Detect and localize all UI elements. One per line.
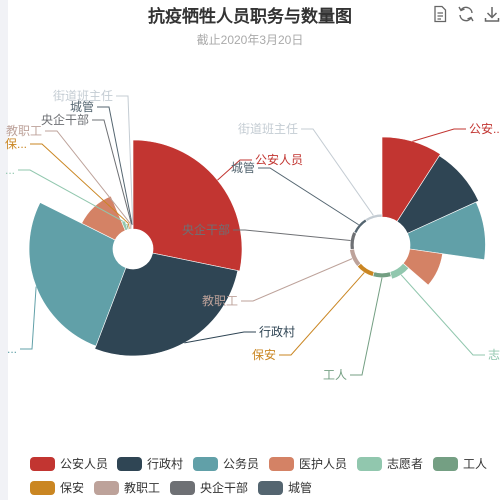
leader-line-志愿者 [18, 169, 124, 222]
legend-swatch [258, 481, 283, 495]
legend-swatch [30, 457, 55, 471]
leader-line-教职工 [241, 258, 353, 302]
leader-line-保安 [30, 143, 129, 224]
slice-行政村[interactable] [396, 155, 479, 234]
slice-label-城管: 城管 [231, 160, 255, 175]
leader-line-教职工 [45, 130, 131, 224]
legend-swatch [30, 481, 55, 495]
leader-line-城管 [97, 106, 133, 226]
slice-label-教职工: 教职工 [202, 293, 238, 308]
rose-charts: 公安人员行政村......保...教职工央企干部城管街道班主任公安...志...… [5, 89, 500, 382]
slice-label-工人: 工人 [323, 368, 347, 382]
legend-label: 央企干部 [200, 481, 249, 495]
leader-line-公安人员 [412, 128, 466, 142]
slice-label-公务员: ... [7, 342, 17, 356]
legend-swatch [269, 457, 294, 471]
data-view-icon[interactable] [430, 4, 450, 24]
legend-label: 教职工 [124, 481, 161, 495]
slice-label-央企干部: 央企干部 [41, 112, 89, 127]
legend-label: 城管 [288, 481, 313, 495]
legend-swatch [94, 481, 119, 495]
slice-label-街道班主任: 街道班主任 [53, 89, 113, 103]
leader-line-央企干部 [92, 119, 132, 225]
legend-label: 行政村 [147, 457, 184, 471]
legend-swatch [357, 457, 382, 471]
slice-label-教职工: 教职工 [6, 123, 42, 138]
legend-swatch [433, 457, 458, 471]
legend-label: 公安人员 [60, 457, 109, 471]
slice-label-行政村: 行政村 [259, 325, 295, 339]
leader-line-街道班主任 [301, 128, 374, 216]
legend-swatch [193, 457, 218, 471]
inner-hole [113, 229, 153, 269]
leader-line-志愿者 [400, 274, 485, 356]
leader-line-街道班主任 [116, 95, 134, 226]
legend-label: 工人 [463, 457, 488, 471]
inner-hole [354, 217, 410, 273]
slice-label-志愿者: ... [5, 163, 15, 177]
leader-line-公务员 [20, 286, 37, 350]
page-left-strip [0, 0, 8, 500]
leader-line-保安 [279, 272, 365, 356]
legend-label: 公务员 [223, 457, 260, 471]
slice-label-公安人员: 公安... [469, 121, 500, 136]
slice-label-保安: 保... [5, 137, 27, 151]
slice-label-公安人员: 公安人员 [255, 152, 303, 167]
slice-label-志愿者: 志... [488, 348, 500, 362]
legend-label: 保安 [60, 481, 85, 495]
legend-swatch [170, 481, 195, 495]
slice-label-城管: 城管 [70, 99, 94, 114]
restore-icon[interactable] [456, 4, 476, 24]
toolbox [430, 4, 500, 26]
slice-label-街道班主任: 街道班主任 [238, 122, 298, 136]
legend-label: 志愿者 [387, 457, 424, 471]
slice-label-央企干部: 央企干部 [182, 222, 230, 237]
leader-line-工人 [350, 277, 383, 376]
slice-街道班主任[interactable] [132, 224, 134, 230]
chart-subtitle: 截止2020年3月20日 [196, 33, 304, 47]
rose-chart-2: 公安... 志... 工人 保安 教职工 央企干部 城管 街道班主任 [182, 121, 500, 382]
slice-label-保安: 保安 [252, 347, 276, 362]
leader-line-行政村 [184, 331, 256, 344]
legend-swatch [117, 457, 142, 471]
chart-title: 抗疫牺牲人员职务与数量图 [148, 7, 352, 26]
slice-医护人员[interactable] [402, 248, 443, 286]
leader-line-城管 [258, 167, 359, 226]
leader-line-公安人员 [217, 159, 252, 181]
legend-label: 医护人员 [299, 457, 348, 471]
save-image-icon[interactable] [482, 4, 500, 24]
leader-line-央企干部 [233, 229, 351, 241]
legend: 公安人员 行政村 公务员 医护人员 志愿者 工人保安 教职工 央企干部 城管 [0, 450, 500, 500]
